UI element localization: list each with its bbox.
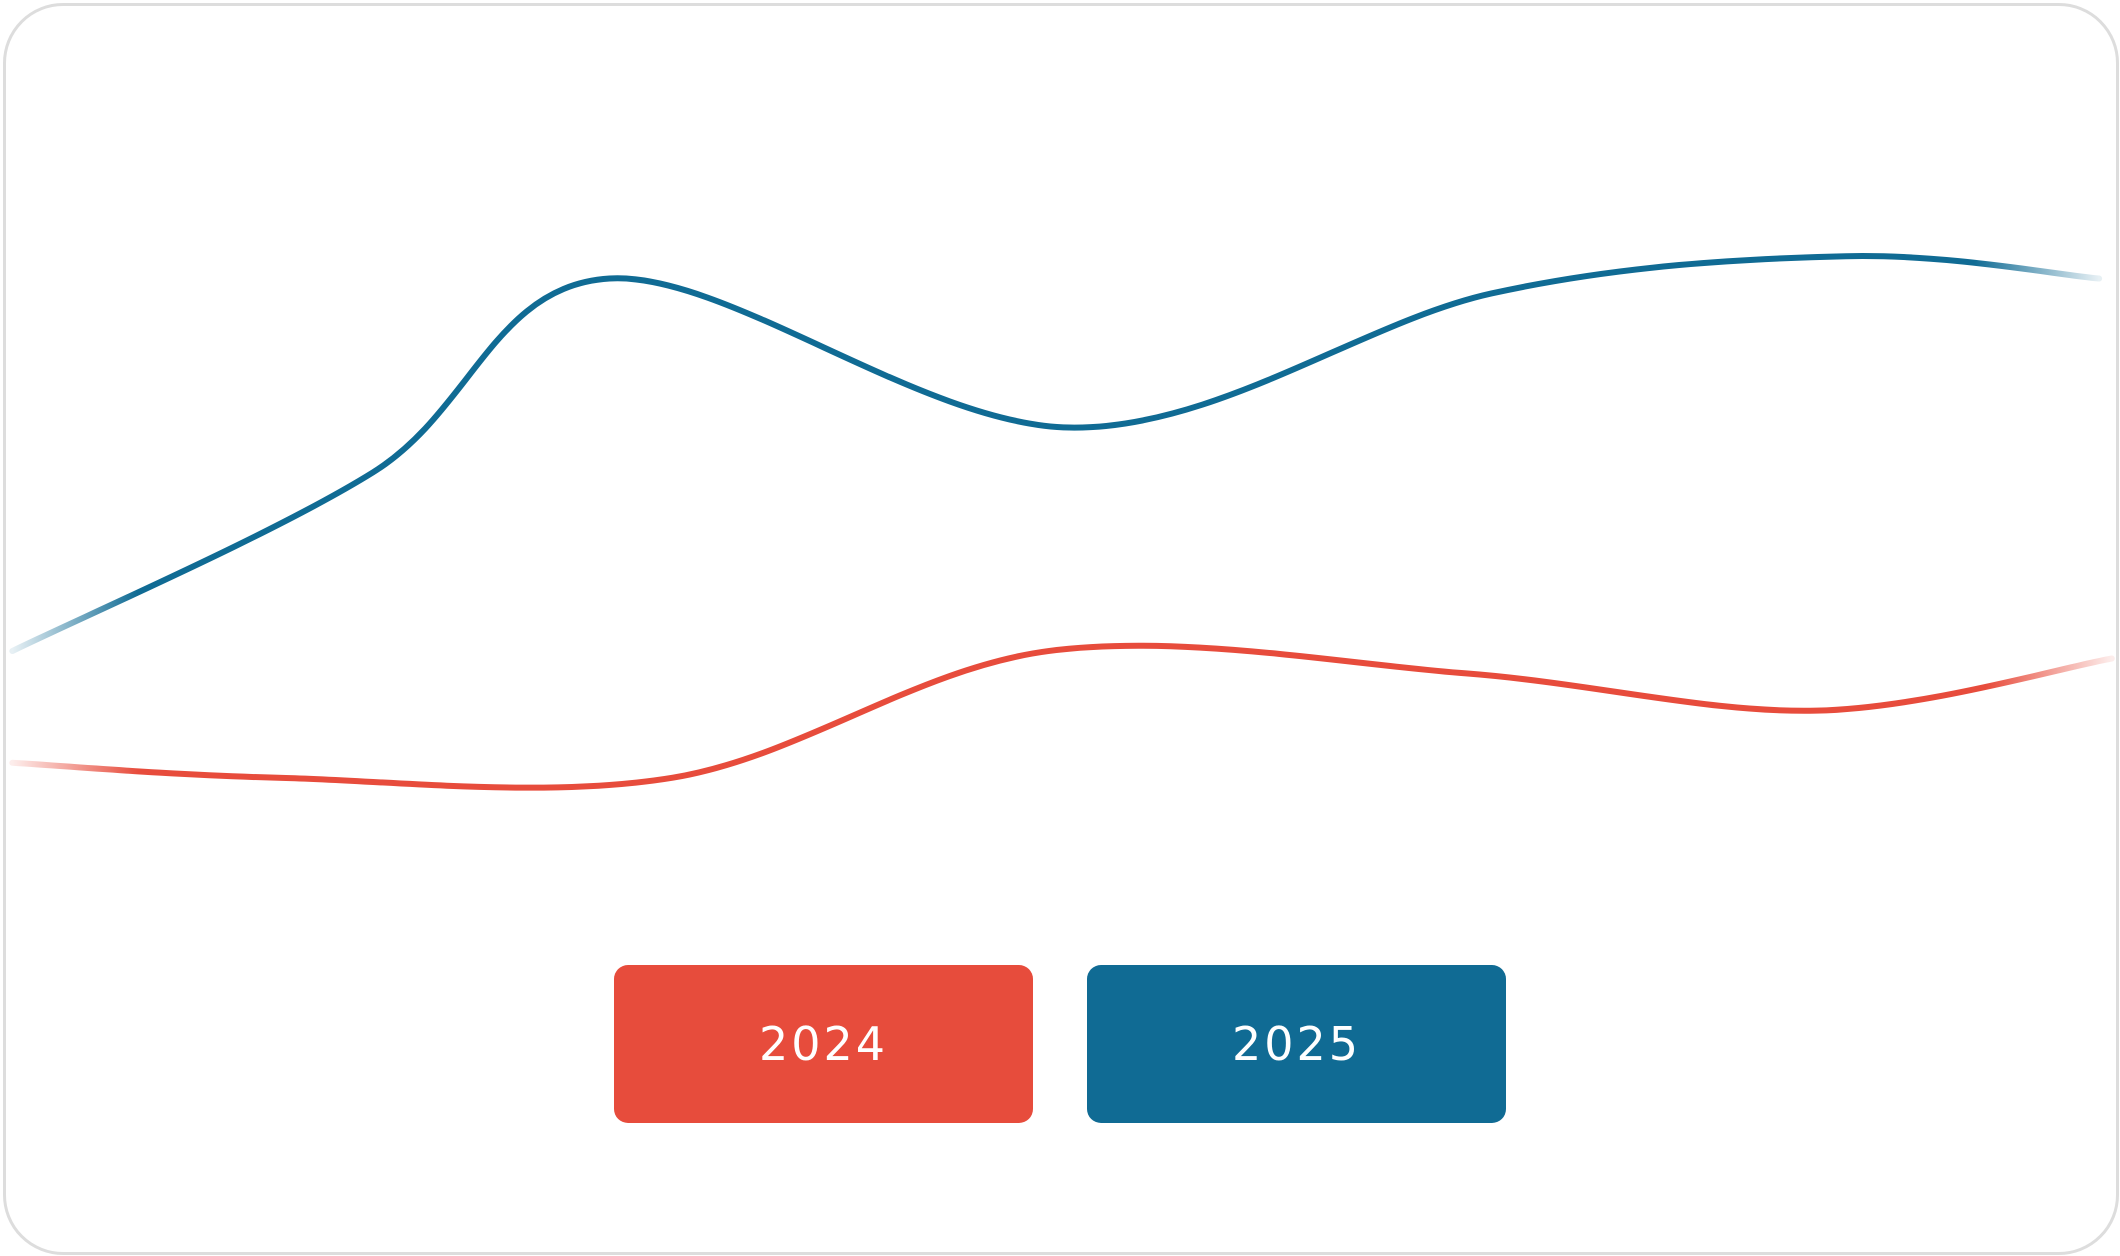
legend-button[interactable]: 2025 xyxy=(1087,965,1506,1123)
series-line xyxy=(9,253,2103,655)
chart-card xyxy=(3,3,2119,1255)
legend: 2024 2025 xyxy=(0,965,2120,1123)
legend-button[interactable]: 2024 xyxy=(614,965,1033,1123)
series-line xyxy=(9,642,2115,791)
chart xyxy=(9,253,2115,791)
